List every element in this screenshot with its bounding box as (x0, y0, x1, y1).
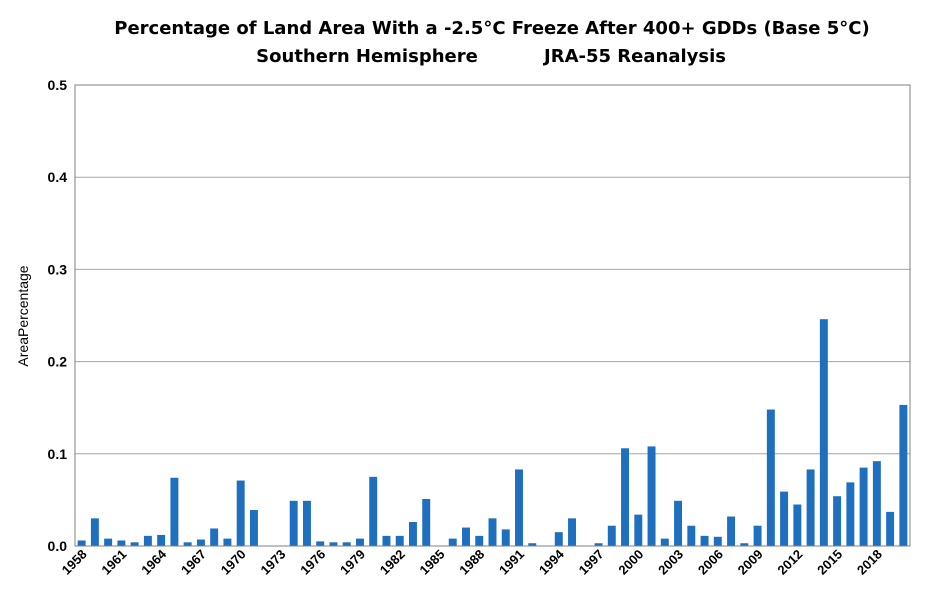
bar-1979 (355, 538, 364, 546)
x-tick-label: 2015 (814, 547, 845, 578)
x-tick-label: 1976 (297, 547, 328, 578)
y-tick-label: 0.1 (48, 446, 68, 462)
x-tick-label: 2006 (695, 547, 726, 578)
bar-2001 (647, 446, 656, 546)
y-tick-label: 0.0 (48, 538, 68, 554)
bar-1974 (289, 500, 298, 546)
x-tick-label: 2009 (735, 547, 766, 578)
bar-1992 (528, 543, 537, 546)
bar-2008 (740, 543, 749, 546)
bar-1989 (488, 518, 497, 546)
y-tick-label: 0.2 (48, 354, 68, 370)
chart-subtitle-right: JRA-55 Reanalysis (542, 46, 726, 67)
chart-title: Percentage of Land Area With a -2.5°C Fr… (114, 18, 869, 39)
x-tick-label: 1982 (377, 547, 408, 578)
bar-1986 (448, 538, 457, 546)
x-tick-labels: 1958 1961 1964 1967 1970 1973 1976 1979 1982 1985… (59, 546, 885, 578)
y-tick-label: 0.4 (48, 169, 68, 185)
bar-1960 (104, 538, 113, 546)
y-tick-label: 0.3 (48, 261, 68, 277)
bar-1984 (422, 498, 431, 546)
bar-1975 (302, 500, 311, 546)
bar-1958 (77, 540, 86, 546)
x-tick-label: 1979 (337, 547, 368, 578)
bar-2017 (859, 467, 868, 546)
x-tick-label: 1967 (178, 547, 209, 578)
bar-1967 (196, 539, 205, 546)
bar-1997 (594, 543, 603, 546)
plot-area-border (74, 84, 911, 547)
x-tick-label: 1985 (417, 547, 448, 578)
bar-1978 (342, 542, 351, 546)
bar-1961 (117, 540, 126, 546)
bar-1963 (143, 535, 152, 546)
bar-2002 (660, 538, 669, 546)
x-tick-label: 1964 (138, 546, 170, 578)
bar-1977 (329, 542, 338, 546)
bar-2014 (819, 319, 828, 546)
bar-2007 (727, 516, 736, 546)
bar-2009 (753, 525, 762, 546)
y-tick-label: 0.5 (48, 77, 68, 93)
bar-2010 (766, 409, 775, 546)
x-tick-label: 2000 (615, 547, 646, 578)
bar-1966 (183, 542, 192, 546)
x-tick-label: 2018 (854, 547, 885, 578)
bar-1970 (236, 480, 245, 546)
x-tick-label: 1973 (258, 547, 289, 578)
x-tick-label: 1970 (218, 547, 249, 578)
bar-1959 (90, 518, 99, 546)
gridlines (75, 176, 910, 455)
bar-1980 (369, 476, 378, 546)
bar-1971 (249, 510, 258, 546)
bar-2013 (806, 469, 815, 546)
bar-2006 (713, 536, 722, 546)
y-axis-label: AreaPercentage (15, 265, 31, 366)
bar-2003 (674, 500, 683, 546)
bar-1987 (462, 527, 470, 546)
bar-1988 (475, 535, 484, 546)
x-tick-label: 2012 (774, 547, 805, 578)
x-tick-label: 1961 (98, 547, 129, 578)
y-tick-labels: 0.0 0.1 0.2 0.3 0.4 0.5 (48, 77, 68, 554)
bar-2012 (793, 504, 802, 546)
x-tick-label: 1988 (456, 547, 487, 578)
x-tick-label: 2003 (655, 547, 686, 578)
bar-1969 (223, 538, 232, 546)
bar-1983 (409, 522, 417, 546)
bar-2011 (780, 491, 789, 546)
bar-1965 (170, 477, 179, 546)
bar-2004 (687, 525, 696, 546)
bar-1982 (395, 535, 404, 546)
bar-1998 (607, 525, 616, 546)
x-tick-label: 1997 (576, 547, 607, 578)
bar-2015 (833, 496, 842, 546)
bar-2000 (634, 514, 643, 546)
bar-2019 (886, 511, 895, 546)
chart-subtitle-left: Southern Hemisphere (256, 46, 478, 67)
bar-1994 (554, 532, 563, 546)
bar-1991 (515, 469, 523, 546)
bar-2005 (700, 535, 709, 546)
bar-1962 (130, 542, 139, 546)
bar-1968 (210, 528, 219, 546)
bar-1995 (568, 518, 576, 546)
bar-1990 (501, 529, 510, 546)
bars (77, 319, 908, 546)
bar-2018 (872, 461, 881, 546)
bar-1999 (621, 448, 630, 546)
bar-1964 (157, 534, 166, 546)
bar-1981 (382, 535, 391, 546)
bar-1976 (316, 541, 325, 546)
x-tick-label: 1994 (536, 546, 568, 578)
x-tick-label: 1991 (496, 547, 527, 578)
bar-2016 (846, 482, 855, 546)
bar-2020 (899, 404, 908, 546)
